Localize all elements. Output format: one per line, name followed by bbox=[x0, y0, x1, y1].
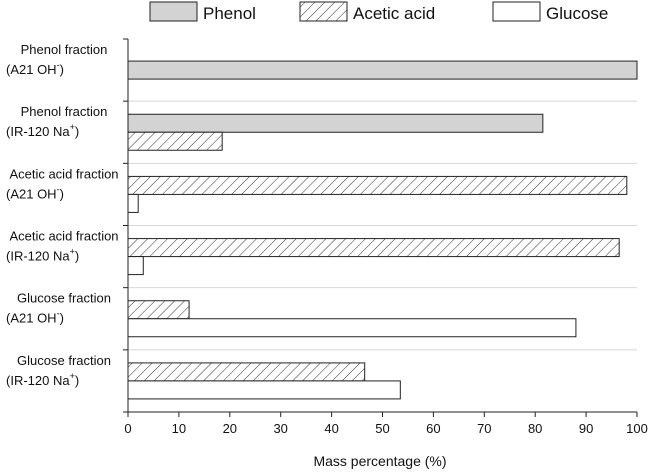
category-label-line2: (IR-120 Na+) bbox=[6, 371, 79, 388]
x-tick-label: 90 bbox=[579, 421, 593, 436]
category-label: Acetic acid fraction (IR-120 Na+) bbox=[6, 229, 119, 264]
bar-glucose bbox=[127, 318, 577, 338]
x-tick-label: 40 bbox=[324, 421, 338, 436]
category-label-line2: (IR-120 Na+) bbox=[6, 122, 79, 139]
bar-acetic-acid bbox=[127, 362, 366, 382]
x-axis-title: Mass percentage (%) bbox=[313, 453, 446, 469]
legend-item-phenol: Phenol bbox=[149, 1, 256, 23]
category-label-line1: Acetic acid fraction bbox=[9, 229, 118, 244]
category-label-line1: Glucose fraction bbox=[17, 291, 111, 306]
x-tick-label: 10 bbox=[172, 421, 186, 436]
x-tick-label: 30 bbox=[273, 421, 287, 436]
bar-glucose bbox=[127, 380, 401, 400]
bar-acetic-acid bbox=[127, 175, 628, 195]
x-tick-labels: 0 10 20 30 40 50 60 70 80 90 100 bbox=[124, 412, 648, 436]
category-label: Glucose fraction (A21 OH-) bbox=[6, 291, 111, 326]
category-label-line1: Phenol fraction bbox=[21, 42, 108, 57]
x-tick-label: 50 bbox=[375, 421, 389, 436]
x-tick-label: 100 bbox=[626, 421, 648, 436]
category-label: Phenol fraction (IR-120 Na+) bbox=[6, 104, 107, 139]
group-separators bbox=[128, 100, 637, 351]
category-label-line1: Acetic acid fraction bbox=[9, 166, 118, 181]
bar-phenol bbox=[127, 113, 544, 133]
x-tick-label: 0 bbox=[124, 421, 131, 436]
category-label: Acetic acid fraction (A21 OH-) bbox=[6, 166, 119, 201]
category-label-line1: Phenol fraction bbox=[21, 104, 108, 119]
category-label-line2: (A21 OH-) bbox=[6, 309, 64, 326]
bar-glucose bbox=[127, 256, 144, 276]
legend-label: Phenol bbox=[203, 4, 256, 23]
category-label-line2: (IR-120 Na+) bbox=[6, 247, 79, 264]
x-tick-label: 70 bbox=[477, 421, 491, 436]
bar-phenol bbox=[127, 60, 638, 80]
bar-acetic-acid bbox=[127, 238, 620, 258]
x-tick-label: 20 bbox=[223, 421, 237, 436]
category-label: Phenol fraction (A21 OH-) bbox=[6, 42, 107, 77]
category-label-line2: (A21 OH-) bbox=[6, 60, 64, 77]
legend-swatch bbox=[492, 1, 541, 22]
legend-swatch bbox=[149, 1, 198, 22]
legend-label: Acetic acid bbox=[353, 4, 435, 23]
legend-item-acetic-acid: Acetic acid bbox=[299, 1, 435, 23]
legend: Phenol Acetic acid Glucose bbox=[149, 1, 608, 23]
legend-label: Glucose bbox=[546, 4, 608, 23]
category-label: Glucose fraction (IR-120 Na+) bbox=[6, 353, 111, 388]
bar-acetic-acid bbox=[127, 131, 223, 151]
category-label-line2: (A21 OH-) bbox=[6, 184, 64, 201]
bar-acetic-acid bbox=[127, 300, 190, 320]
x-tick-label: 60 bbox=[426, 421, 440, 436]
legend-item-glucose: Glucose bbox=[492, 1, 608, 23]
bars bbox=[127, 60, 638, 400]
x-tick-label: 80 bbox=[528, 421, 542, 436]
bar-glucose bbox=[127, 193, 139, 213]
legend-swatch bbox=[299, 1, 348, 22]
category-label-line1: Glucose fraction bbox=[17, 353, 111, 368]
category-labels: Phenol fraction (A21 OH-) Phenol fraction (… bbox=[6, 42, 119, 388]
